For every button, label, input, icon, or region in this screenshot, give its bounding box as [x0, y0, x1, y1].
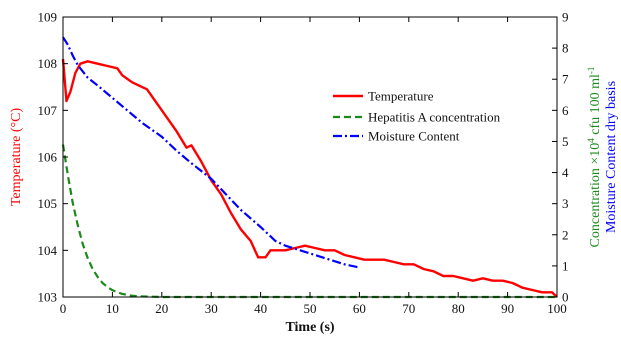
x-tick-label: 30: [205, 301, 218, 316]
x-tick-label: 60: [353, 301, 366, 316]
x-tick-label: 20: [155, 301, 168, 316]
y-right-tick-label: 9: [562, 10, 569, 25]
y-right-conc-sup-unit-exponent: -1: [586, 67, 596, 75]
y-right-tick-label: 6: [562, 103, 569, 118]
legend-label-temperature: Temperature: [368, 89, 434, 104]
x-axis-title: Time (s): [285, 320, 334, 335]
y-left-tick-label: 108: [38, 56, 58, 71]
legend: Temperature Hepatitis A concentration Mo…: [333, 89, 501, 144]
y-left-tick-label: 107: [38, 103, 58, 118]
y-left-tick-label: 105: [38, 196, 58, 211]
legend-label-hepatitis-a: Hepatitis A concentration: [368, 110, 501, 125]
tick-layer: 0 10 20 30 40 50 60 70 80 90 100103104105106107108…: [38, 10, 570, 317]
y-right-tick-label: 7: [562, 72, 569, 87]
x-tick-label: 90: [501, 301, 514, 316]
y-left-tick-label: 104: [38, 243, 58, 258]
y-right-tick-label: 2: [562, 227, 569, 242]
legend-label-moisture-content: Moisture Content: [368, 129, 460, 144]
y-left-axis-title: Temperature (°C): [9, 108, 24, 207]
y-right-tick-label: 1: [562, 258, 569, 273]
x-tick-label: 80: [452, 301, 465, 316]
x-tick-label: 40: [254, 301, 267, 316]
y-right-tick-label: 8: [562, 41, 569, 56]
x-tick-label: 70: [402, 301, 415, 316]
x-tick-label: 100: [547, 301, 567, 316]
y-left-tick-label: 106: [38, 150, 58, 165]
y-left-tick-label: 109: [38, 10, 58, 25]
series-moisture-content-line: [62, 36, 360, 269]
y-right-tick-label: 3: [562, 196, 569, 211]
y-right-conc-prefix: Concentration ×10: [588, 143, 603, 248]
x-tick-label: 10: [106, 301, 119, 316]
y-right-conc-units: cfu 100 ml: [588, 74, 603, 138]
y-right-tick-label: 5: [562, 134, 569, 149]
y-right-axis-title-concentration: Concentration ×104 cfu 100 ml-1: [586, 67, 603, 248]
y-left-tick-label: 103: [38, 290, 58, 305]
y-right-tick-label: 4: [562, 165, 569, 180]
y-right-conc-sup-exponent: 4: [586, 138, 596, 143]
series-temperature-line: [61, 58, 558, 298]
y-right-axis-title-moisture: Moisture Content dry basis: [604, 81, 619, 233]
y-right-tick-label: 0: [562, 290, 569, 305]
x-tick-label: 0: [60, 301, 67, 316]
x-tick-label: 50: [304, 301, 317, 316]
